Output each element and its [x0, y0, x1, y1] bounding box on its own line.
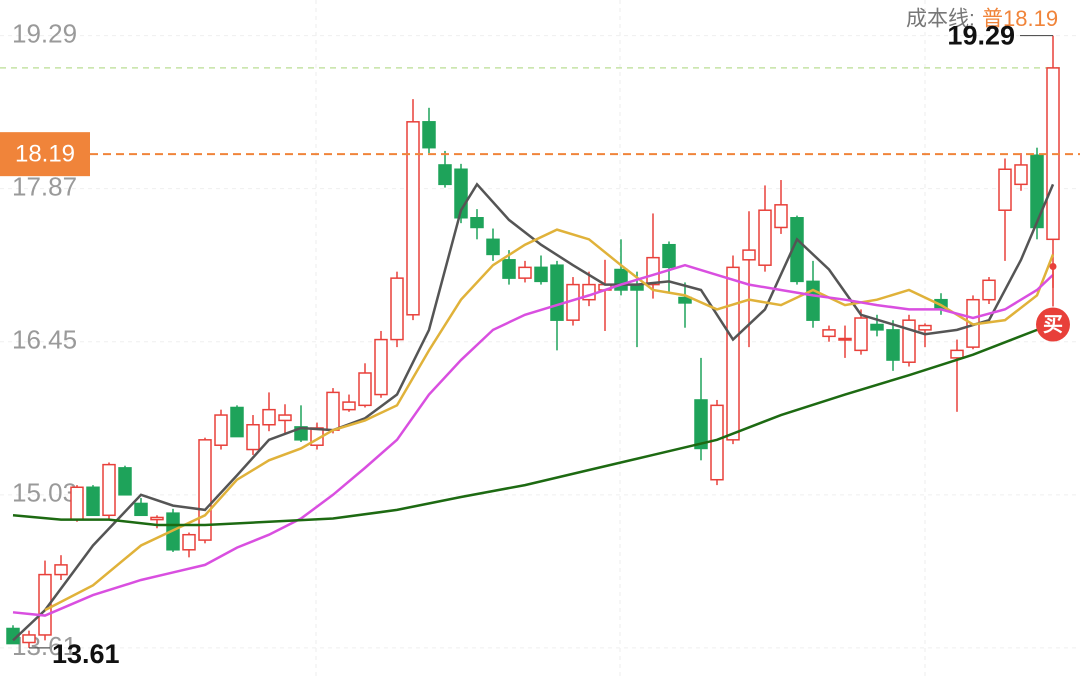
candle-body: [838, 337, 852, 341]
vertical-grid: [315, 0, 926, 677]
candle-body: [678, 296, 692, 304]
candle-body: [278, 414, 292, 422]
candle-body: [70, 486, 84, 521]
candle-body: [1030, 154, 1044, 229]
candle-body: [870, 323, 884, 331]
candle-body: [342, 401, 356, 411]
cost-line-prefix: 普: [982, 8, 1003, 31]
candle-body: [486, 238, 500, 256]
candle-body: [902, 319, 916, 363]
candle-body: [950, 349, 964, 359]
candle-body: [854, 317, 868, 352]
y-tick-label: 19.29: [12, 18, 77, 48]
candle-body: [182, 533, 196, 551]
candle-body: [214, 414, 228, 446]
candle-body: [1014, 164, 1028, 186]
low-label: 13.61: [52, 639, 120, 669]
ma-line: [44, 228, 1055, 612]
candle-body: [982, 279, 996, 301]
candle-body: [374, 338, 388, 396]
candle-body: [710, 404, 724, 481]
y-tick-label: 16.45: [12, 325, 77, 355]
candle-body: [998, 168, 1012, 211]
candle-body: [518, 266, 532, 279]
candle-body: [694, 399, 708, 450]
candle-body: [326, 391, 340, 431]
candle-body: [230, 406, 244, 438]
candle-body: [758, 209, 772, 266]
candle-body: [822, 329, 836, 338]
candle-body: [86, 486, 100, 517]
candle-body: [806, 280, 820, 321]
candle-body: [134, 502, 148, 517]
candle-body: [118, 467, 132, 496]
candle-body: [22, 634, 36, 644]
candle-body: [742, 249, 756, 261]
buy-dot: [1049, 262, 1057, 270]
candle-body: [422, 121, 436, 149]
candle-body: [438, 164, 452, 186]
candle-body: [726, 266, 740, 441]
candle-body: [774, 204, 788, 229]
candle-body: [358, 372, 372, 407]
ma-line: [12, 263, 1054, 617]
candle-body: [662, 243, 676, 269]
candle-body: [38, 573, 52, 636]
cost-tag: [0, 132, 90, 177]
candle-body: [534, 266, 548, 283]
candle-body: [886, 329, 900, 361]
candle-body: [918, 324, 932, 331]
candle-body: [54, 564, 68, 576]
y-tick-label: 15.03: [12, 478, 77, 508]
candle-body: [406, 121, 420, 316]
candle-body: [646, 256, 660, 286]
candle-body: [390, 277, 404, 341]
buy-badge: [1036, 307, 1070, 342]
ma-line: [12, 182, 1055, 642]
buy-label: 买: [1043, 314, 1063, 336]
candle-body: [198, 439, 212, 541]
candle-body: [262, 408, 276, 426]
cost-line-label: 成本线:: [906, 8, 975, 31]
candle-body: [102, 463, 116, 517]
y-tick-label: 17.87: [12, 172, 77, 202]
cost-tag-label: 18.19: [15, 141, 75, 168]
ma-line: [12, 323, 1054, 527]
candle-body: [470, 217, 484, 229]
candle-body: [502, 259, 516, 279]
candle-body: [246, 423, 260, 451]
candle-body: [150, 516, 164, 521]
cost-line-value: 18.19: [1003, 6, 1058, 31]
high-label: 19.29: [947, 21, 1015, 51]
candle-body: [550, 264, 564, 321]
